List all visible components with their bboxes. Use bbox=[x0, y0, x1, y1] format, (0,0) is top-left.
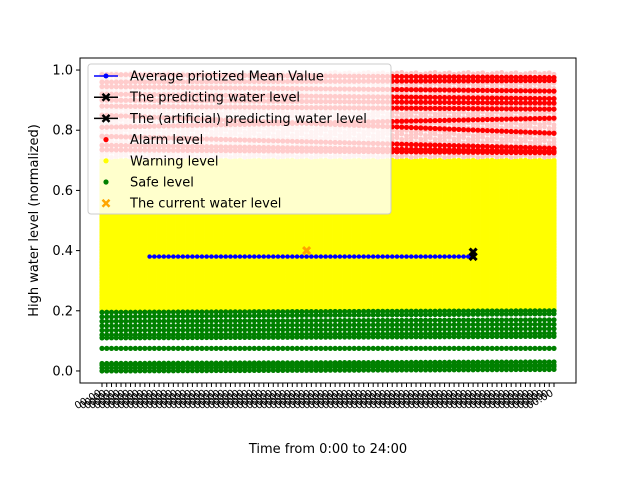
chart: 0.00.20.40.60.81.0 00:0000:0000:0000:000… bbox=[27, 57, 577, 457]
